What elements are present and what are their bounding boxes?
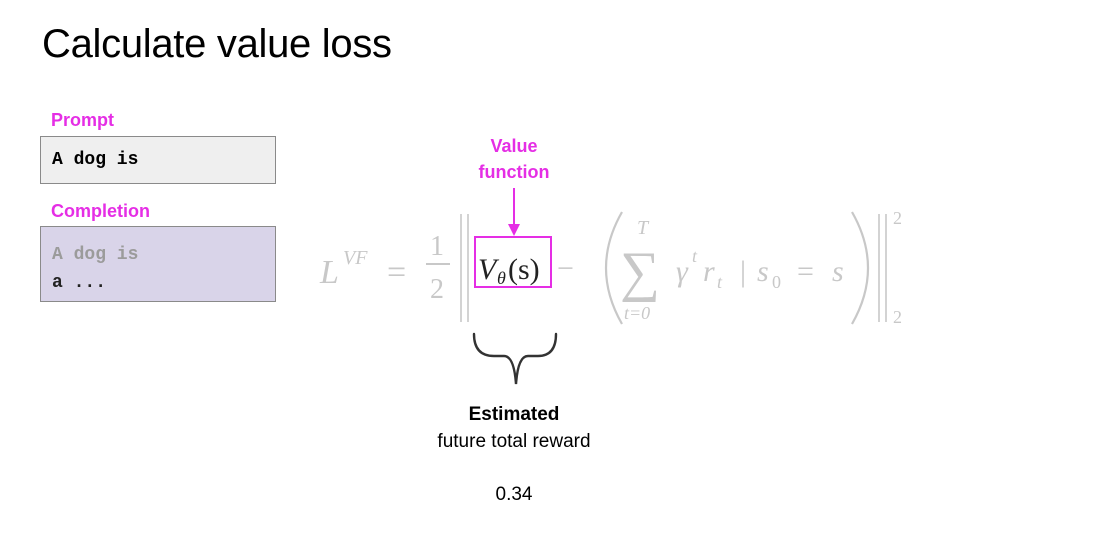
formula-lhs-superscript: VF [343,247,368,269]
formula-value-subscript: θ [497,268,506,288]
value-function-label-line1: Value [490,136,538,156]
prompt-box: A dog is [40,136,276,184]
formula-value-term: V [478,253,500,286]
formula-minus: − [557,252,574,285]
big-right-paren [851,211,870,325]
prompt-text: A dog is [52,150,139,170]
formula-frac-num: 1 [430,231,444,262]
formula-sum-lower: t=0 [624,303,650,323]
value-term-highlight [474,236,552,288]
formula-sum-upper: T [637,217,650,239]
formula-frac-den: 2 [430,274,444,305]
formula-equals: = [387,254,406,291]
value-function-arrowhead [508,224,520,236]
completion-label: Completion [51,201,150,221]
prompt-label: Prompt [51,110,114,130]
completion-generated-text: a ... [52,273,107,293]
formula-gamma: γ [676,255,689,288]
estimate-value: 0.34 [495,484,533,505]
formula-norm-sub: 2 [893,307,902,327]
estimate-subtitle: future total reward [437,431,591,452]
formula-lhs: L [319,254,339,291]
big-left-paren [604,211,623,325]
formula-given: | [740,255,746,288]
completion-box: A dog is a ... [40,226,276,302]
formula-norm-exp: 2 [893,208,902,228]
value-function-label: Value function [460,133,568,185]
formula-s0-sub: 0 [772,272,781,292]
value-function-label-line2: function [478,162,550,182]
formula-gamma-exp: t [692,246,698,266]
underbrace-icon [472,332,558,385]
page-title: Calculate value loss [42,22,392,66]
formula-reward-sub: t [717,272,723,292]
completion-prior-text: A dog is [52,245,139,265]
formula-equals2: = [797,255,814,288]
formula-value-arg: (s) [508,253,540,286]
estimate-title: Estimated [468,404,560,425]
formula-s: s [832,255,844,288]
formula-reward: r [703,255,715,288]
formula-s0: s [757,255,769,288]
formula-sum-symbol: ∑ [620,241,660,303]
